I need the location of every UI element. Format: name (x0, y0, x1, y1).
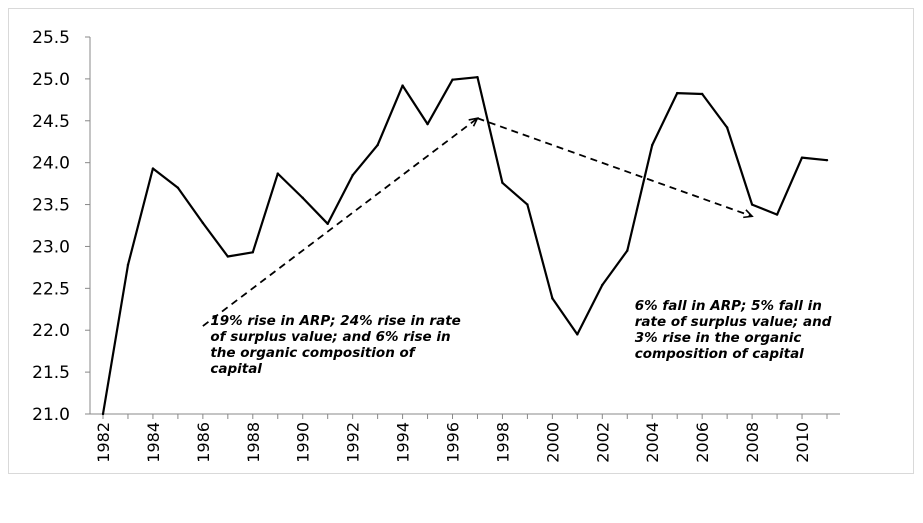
data-point (426, 122, 429, 126)
y-tick-label: 25.5 (32, 28, 70, 48)
x-tick-label: 2008 (743, 422, 762, 463)
data-point (626, 249, 629, 252)
data-point (326, 222, 329, 226)
data-point (526, 203, 529, 206)
data-point (276, 172, 279, 175)
chart-frame (8, 8, 914, 474)
data-point (451, 78, 454, 81)
data-point (226, 255, 230, 258)
data-point (101, 412, 105, 416)
y-tick-label: 22.0 (32, 321, 70, 341)
x-tick-label: 1984 (144, 422, 163, 463)
data-point (676, 91, 679, 95)
y-tick-label: 22.5 (32, 279, 70, 299)
y-tick-label: 25.0 (32, 70, 70, 90)
trend-arrow (477, 117, 754, 219)
x-tick-label: 1996 (444, 422, 463, 463)
annotation-line: composition of capital (635, 346, 804, 362)
x-tick-label: 2000 (543, 422, 562, 463)
x-tick-label: 1982 (94, 422, 113, 463)
x-tick-label: 1998 (493, 422, 512, 463)
data-point (501, 181, 504, 184)
x-tick-label: 1988 (244, 422, 263, 463)
x-tick-label: 2004 (643, 422, 662, 463)
data-point (775, 213, 779, 216)
x-tick-label: 2002 (593, 422, 612, 463)
annotation-line: 6% fall in ARP; 5% fall in (635, 298, 822, 314)
data-point (176, 186, 180, 189)
data-point (126, 263, 130, 267)
data-point (376, 143, 379, 147)
data-point (151, 167, 155, 170)
x-tick-label: 1986 (194, 422, 213, 463)
trend-arrow (202, 117, 479, 327)
y-tick-label: 24.5 (32, 112, 70, 132)
data-point (251, 251, 254, 254)
data-point (551, 297, 554, 300)
data-point (725, 126, 729, 129)
series-line (101, 76, 828, 415)
data-point (301, 196, 304, 200)
data-point (476, 76, 479, 79)
data-point (800, 156, 804, 159)
annotation-line: rate of surplus value; and (635, 314, 832, 330)
annotation-line: 19% rise in ARP; 24% rise in rate (210, 313, 460, 329)
data-point (576, 333, 579, 336)
y-tick-label: 23.0 (32, 237, 70, 257)
y-tick-label: 23.5 (32, 196, 70, 216)
x-tick-label: 1994 (394, 422, 413, 463)
x-tick-label: 1990 (294, 422, 313, 463)
data-point (750, 203, 754, 206)
data-point (825, 158, 829, 162)
y-tick-label: 21.5 (32, 363, 70, 383)
data-point (700, 92, 704, 96)
data-point (401, 84, 404, 87)
annotation-line: 3% rise in the organic (635, 330, 802, 346)
annotation-line: the organic composition of (210, 345, 416, 361)
annotation-line: of surplus value; and 6% rise in (210, 329, 450, 345)
y-tick-label: 21.0 (32, 405, 70, 425)
y-tick-label: 24.0 (32, 154, 70, 174)
data-point (651, 143, 654, 147)
annotation-line: capital (210, 361, 262, 377)
x-tick-label: 2006 (693, 422, 712, 463)
data-point (601, 283, 604, 287)
x-tick-label: 2010 (793, 422, 812, 463)
data-point (351, 174, 354, 177)
data-point (201, 221, 205, 225)
x-tick-label: 1992 (344, 422, 363, 463)
